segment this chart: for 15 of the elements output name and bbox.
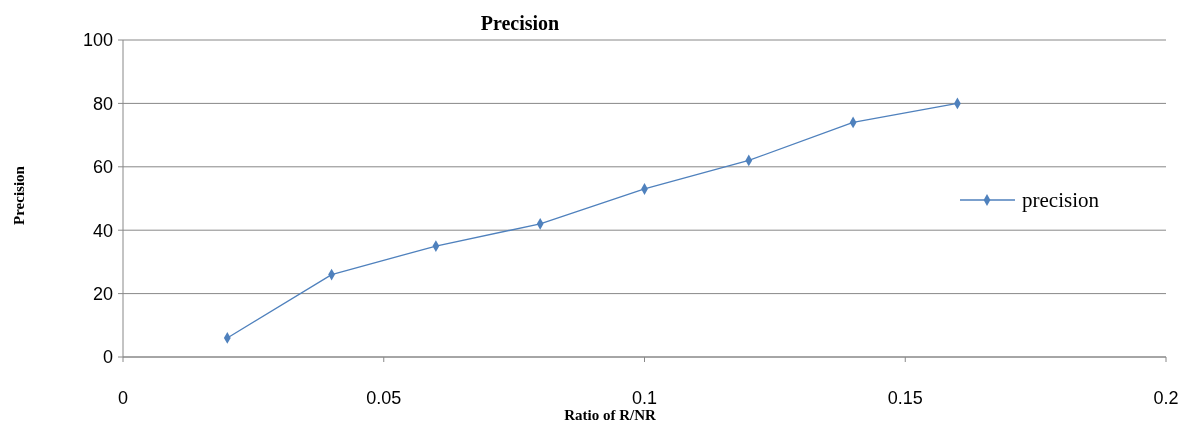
legend-label: precision [1022, 188, 1100, 213]
x-tick-label: 0.2 [1153, 388, 1179, 408]
x-tick-label: 0.05 [366, 388, 402, 408]
y-tick-label: 80 [92, 93, 113, 114]
chart-title: Precision [480, 12, 560, 34]
x-axis-title: Ratio of R/NR [564, 407, 656, 423]
y-tick-label: 40 [92, 220, 113, 241]
x-tick-label: 0.1 [631, 388, 658, 408]
x-tick-label: 0.15 [887, 388, 923, 408]
y-tick-label: 60 [92, 157, 113, 178]
y-tick-label: 100 [82, 30, 113, 51]
y-tick-label: 0 [102, 347, 113, 368]
y-axis-title: Precision [11, 165, 27, 225]
y-tick-label: 20 [92, 283, 113, 304]
x-tick-label: 0 [117, 388, 129, 408]
